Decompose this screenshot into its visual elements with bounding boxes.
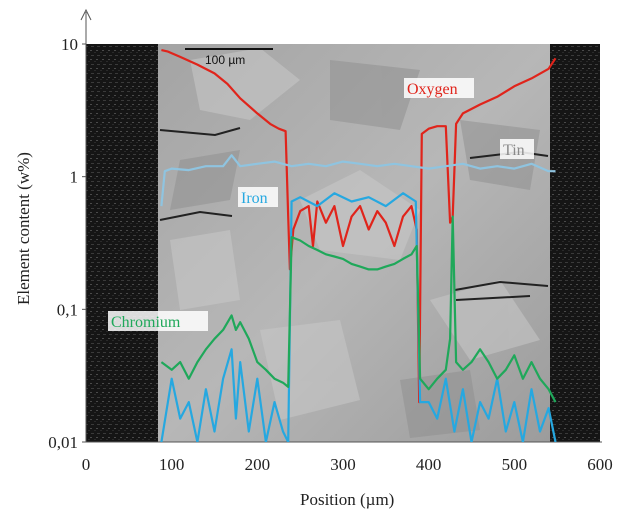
series-label-oxygen: Oxygen <box>407 81 458 98</box>
series-line-tin <box>160 154 556 207</box>
y-tick-label: 10 <box>61 35 78 54</box>
y-axis-title: Element content (w%) <box>14 152 33 305</box>
y-tick-label: 0,1 <box>57 300 78 319</box>
series-label-iron: Iron <box>241 190 268 207</box>
series-label-chromium: Chromium <box>111 314 181 331</box>
x-tick-label: 200 <box>245 455 271 474</box>
iron-label-bg <box>238 187 278 207</box>
x-tick-label: 500 <box>502 455 528 474</box>
x-tick-label: 400 <box>416 455 442 474</box>
oxygen-label-bg <box>404 78 474 98</box>
series-line-chromium <box>160 215 557 403</box>
x-tick-label: 100 <box>159 455 185 474</box>
scale-bar-label: 100 µm <box>205 53 245 67</box>
tin-label-bg <box>500 139 534 159</box>
x-axis-title: Position (µm) <box>300 490 394 509</box>
chromium-label-bg <box>108 311 208 331</box>
x-tick-label: 0 <box>82 455 91 474</box>
x-tick-label: 600 <box>587 455 613 474</box>
axes <box>80 8 602 443</box>
y-tick-label: 1 <box>70 168 79 187</box>
x-tick-label: 300 <box>330 455 356 474</box>
series-line-oxygen <box>161 49 557 404</box>
y-axis-arrow <box>80 8 92 21</box>
series-label-tin: Tin <box>503 142 525 159</box>
y-tick-label: 0,01 <box>48 433 78 452</box>
scale-bar: 100 µm <box>185 48 273 67</box>
